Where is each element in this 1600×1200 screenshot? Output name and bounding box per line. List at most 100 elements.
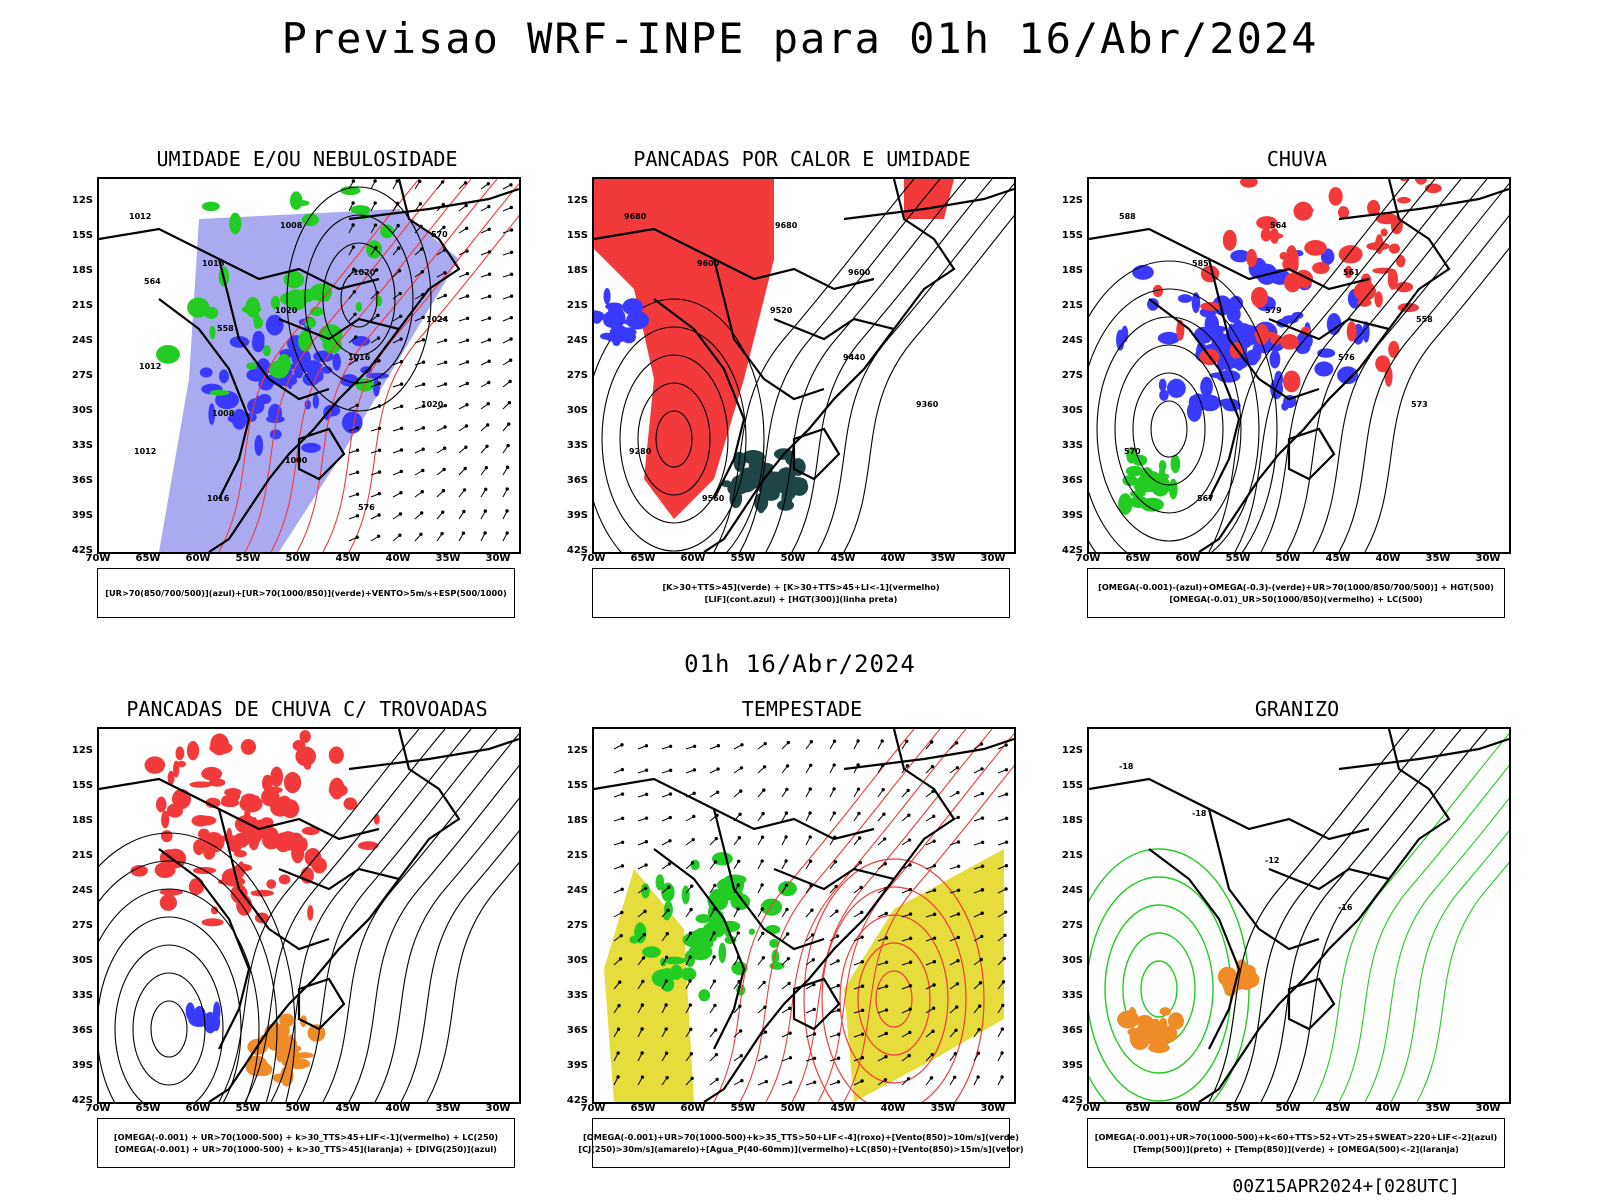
lat-tick-label: 30S: [1061, 405, 1083, 416]
lat-tick-label: 21S: [1061, 300, 1083, 311]
lon-tick-label: 55W: [235, 1103, 261, 1114]
lon-tick-label: 45W: [1325, 553, 1351, 564]
panel-title: PANCADAS DE CHUVA C/ TROVOADAS: [126, 697, 488, 721]
legend-box: [UR>70(850/700/500)](azul)+[UR>70(1000/8…: [97, 568, 515, 618]
contour-label: 564: [1270, 221, 1287, 230]
contour-label: 1024: [426, 315, 449, 324]
coastline-borders: [594, 729, 1014, 1102]
lon-tick-label: 30W: [980, 553, 1006, 564]
lif-blue-contours: [594, 287, 650, 347]
lat-tick-label: 27S: [566, 370, 588, 381]
contour-label: 9680: [775, 221, 798, 230]
lon-tick-label: 50W: [1275, 1103, 1301, 1114]
contour-label: 1012: [134, 447, 156, 456]
lat-tick-label: 15S: [1061, 780, 1083, 791]
jet-yellow-area-e: [844, 849, 1004, 1102]
coastline-borders: [594, 179, 1014, 552]
lat-tick-label: 15S: [71, 230, 93, 241]
lon-tick-label: 45W: [1325, 1103, 1351, 1114]
lat-tick-label: 39S: [566, 1060, 588, 1071]
panel-5-labels: -18 -18 -12 -16: [1119, 762, 1353, 912]
lon-tick-label: 35W: [435, 553, 461, 564]
lat-tick-label: 27S: [1061, 920, 1083, 931]
lon-tick-label: 35W: [930, 1103, 956, 1114]
legend-line: [OMEGA(-0.001)+UR>70(1000-500)+k<60+TTS>…: [1094, 1132, 1498, 1142]
lon-tick-label: 30W: [1475, 553, 1501, 564]
lon-tick-label: 55W: [1225, 1103, 1251, 1114]
lat-tick-label: 39S: [1061, 1060, 1083, 1071]
lat-tick-label: 21S: [566, 850, 588, 861]
lon-tick-label: 55W: [1225, 553, 1251, 564]
run-stamp: 00Z15APR2024+[028UTC]: [1232, 1176, 1460, 1197]
lat-tick-label: 39S: [71, 510, 93, 521]
lon-tick-label: 65W: [135, 553, 161, 564]
map-svg: 588 585 579 576 573 570 567 564 561 558: [1089, 179, 1509, 552]
mid-date-label: 01h 16/Abr/2024: [684, 650, 916, 678]
lat-tick-label: 27S: [566, 920, 588, 931]
lat-tick-label: 12S: [566, 195, 588, 206]
legend-line: [K>30+TTS>45](verde) + [K>30+TTS>45+LI<-…: [662, 582, 940, 592]
page-title: Previsao WRF-INPE para 01h 16/Abr/2024: [281, 14, 1319, 63]
lat-tick-label: 18S: [71, 815, 93, 826]
contour-label: 585: [1192, 259, 1209, 268]
lon-tick-label: 30W: [1475, 1103, 1501, 1114]
lc500-contours: [1089, 260, 1278, 552]
map-panel: [592, 727, 1016, 1104]
lon-tick-label: 45W: [830, 1103, 856, 1114]
lat-tick-label: 42S: [1061, 1095, 1083, 1106]
contour-label: 1020: [421, 400, 444, 409]
temp500-black-contours: [1208, 729, 1488, 1102]
map-svg: -18 -18 -12 -16: [1089, 729, 1509, 1102]
lon-tick-label: 35W: [1425, 553, 1451, 564]
lon-tick-label: 50W: [780, 1103, 806, 1114]
coastline-borders: [1089, 179, 1509, 552]
legend-line: [OMEGA(-0.001)+UR>70(1000-500)+k>35_TTS>…: [583, 1132, 1019, 1142]
lon-tick-label: 40W: [880, 1103, 906, 1114]
lat-tick-label: 42S: [1061, 545, 1083, 556]
contour-label: -18: [1119, 762, 1134, 771]
thunder-red-area: [594, 179, 774, 519]
lon-tick-label: 50W: [1275, 553, 1301, 564]
lat-tick-label: 30S: [1061, 955, 1083, 966]
lon-tick-label: 45W: [335, 1103, 361, 1114]
lat-tick-label: 36S: [1061, 1025, 1083, 1036]
lon-tick-label: 60W: [680, 553, 706, 564]
lon-tick-label: 60W: [1175, 553, 1201, 564]
map-panel: [97, 727, 521, 1104]
map-svg: [594, 729, 1014, 1102]
lat-tick-label: 27S: [71, 920, 93, 931]
lat-tick-label: 36S: [566, 1025, 588, 1036]
thickness-red-dashed: [218, 179, 519, 552]
storm-green-area: [629, 852, 797, 1002]
lon-tick-label: 50W: [285, 1103, 311, 1114]
lat-tick-label: 15S: [71, 780, 93, 791]
lon-tick-label: 45W: [335, 553, 361, 564]
lat-tick-label: 21S: [1061, 850, 1083, 861]
jet-yellow-area-w: [604, 869, 694, 1102]
lat-tick-label: 18S: [566, 815, 588, 826]
lat-tick-label: 42S: [71, 545, 93, 556]
contour-label: 1016: [348, 353, 371, 362]
map-svg: 1012101610201016102010121016100810201024…: [99, 179, 519, 552]
lat-tick-label: 18S: [1061, 815, 1083, 826]
map-panel: 588 585 579 576 573 570 567 564 561 558: [1087, 177, 1511, 554]
lat-tick-label: 33S: [1061, 990, 1083, 1001]
lon-tick-label: 35W: [930, 553, 956, 564]
lat-tick-label: 36S: [1061, 475, 1083, 486]
contour-label: 9360: [916, 400, 939, 409]
lon-tick-label: 65W: [630, 553, 656, 564]
lon-tick-label: 65W: [630, 1103, 656, 1114]
contour-label: 573: [1411, 400, 1428, 409]
lon-tick-label: 30W: [980, 1103, 1006, 1114]
lon-tick-label: 30W: [485, 553, 511, 564]
contour-label: -18: [1192, 809, 1207, 818]
panel-title: UMIDADE E/OU NEBULOSIDADE: [156, 147, 458, 171]
lat-tick-label: 24S: [71, 335, 93, 346]
lon-tick-label: 40W: [880, 553, 906, 564]
contour-label: 9680: [624, 212, 647, 221]
legend-line: [OMEGA(-0.01)_UR>50(1000/850)(vermelho) …: [1169, 594, 1423, 604]
lon-tick-label: 70W: [1075, 553, 1101, 564]
lat-tick-label: 24S: [566, 885, 588, 896]
lat-tick-label: 33S: [71, 440, 93, 451]
streamlines-waves: [218, 729, 519, 1102]
